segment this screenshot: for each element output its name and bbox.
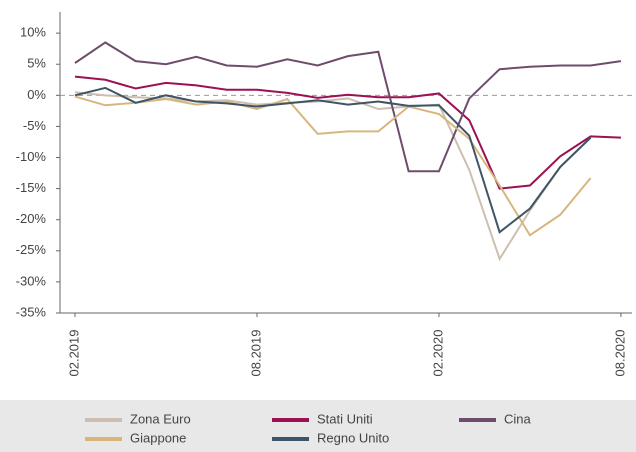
x-tick-label: 02.2019	[66, 330, 81, 377]
y-tick-label: -30%	[16, 273, 47, 288]
x-tick-label: 08.2020	[612, 330, 627, 377]
series-line	[74, 95, 592, 237]
y-tick-label: -35%	[16, 304, 47, 319]
series-line	[74, 41, 622, 173]
y-tick-label: 5%	[27, 56, 46, 71]
legend-label: Regno Unito	[317, 430, 389, 445]
legend-background	[0, 400, 636, 452]
series-line	[74, 75, 621, 190]
y-tick-label: 10%	[20, 25, 46, 40]
y-tick-label: -5%	[23, 118, 47, 133]
y-tick-label: -15%	[16, 180, 47, 195]
legend-label: Giappone	[130, 430, 186, 445]
series-line	[74, 91, 592, 262]
series-line	[74, 86, 592, 234]
legend-label: Zona Euro	[130, 411, 191, 426]
x-tick-label: 02.2020	[430, 330, 445, 377]
y-tick-label: -10%	[16, 149, 47, 164]
legend-label: Cina	[504, 411, 532, 426]
y-tick-label: -20%	[16, 211, 47, 226]
y-tick-label: 0%	[27, 87, 46, 102]
legend-label: Stati Uniti	[317, 411, 373, 426]
x-tick-label: 08.2019	[248, 330, 263, 377]
y-tick-label: -25%	[16, 242, 47, 257]
